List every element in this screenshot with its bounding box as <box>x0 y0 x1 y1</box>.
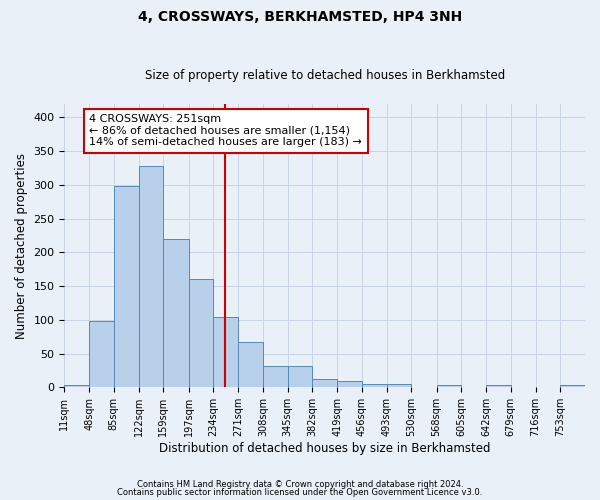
Text: 4 CROSSWAYS: 251sqm
← 86% of detached houses are smaller (1,154)
14% of semi-det: 4 CROSSWAYS: 251sqm ← 86% of detached ho… <box>89 114 362 148</box>
Bar <box>139 166 163 388</box>
Bar <box>287 366 313 388</box>
Bar <box>560 386 585 388</box>
Bar <box>437 386 461 388</box>
Bar <box>114 186 139 388</box>
Bar <box>386 384 411 388</box>
Bar <box>337 380 362 388</box>
Bar <box>189 280 214 388</box>
Bar <box>64 384 89 388</box>
Bar <box>89 321 114 388</box>
Bar <box>313 380 337 388</box>
X-axis label: Distribution of detached houses by size in Berkhamsted: Distribution of detached houses by size … <box>159 442 490 455</box>
Text: 4, CROSSWAYS, BERKHAMSTED, HP4 3NH: 4, CROSSWAYS, BERKHAMSTED, HP4 3NH <box>138 10 462 24</box>
Bar <box>486 386 511 388</box>
Bar <box>263 366 287 388</box>
Bar <box>238 342 263 388</box>
Bar <box>362 384 386 388</box>
Text: Contains HM Land Registry data © Crown copyright and database right 2024.: Contains HM Land Registry data © Crown c… <box>137 480 463 489</box>
Y-axis label: Number of detached properties: Number of detached properties <box>15 152 28 338</box>
Text: Contains public sector information licensed under the Open Government Licence v3: Contains public sector information licen… <box>118 488 482 497</box>
Bar <box>214 316 238 388</box>
Bar <box>163 239 189 388</box>
Title: Size of property relative to detached houses in Berkhamsted: Size of property relative to detached ho… <box>145 69 505 82</box>
